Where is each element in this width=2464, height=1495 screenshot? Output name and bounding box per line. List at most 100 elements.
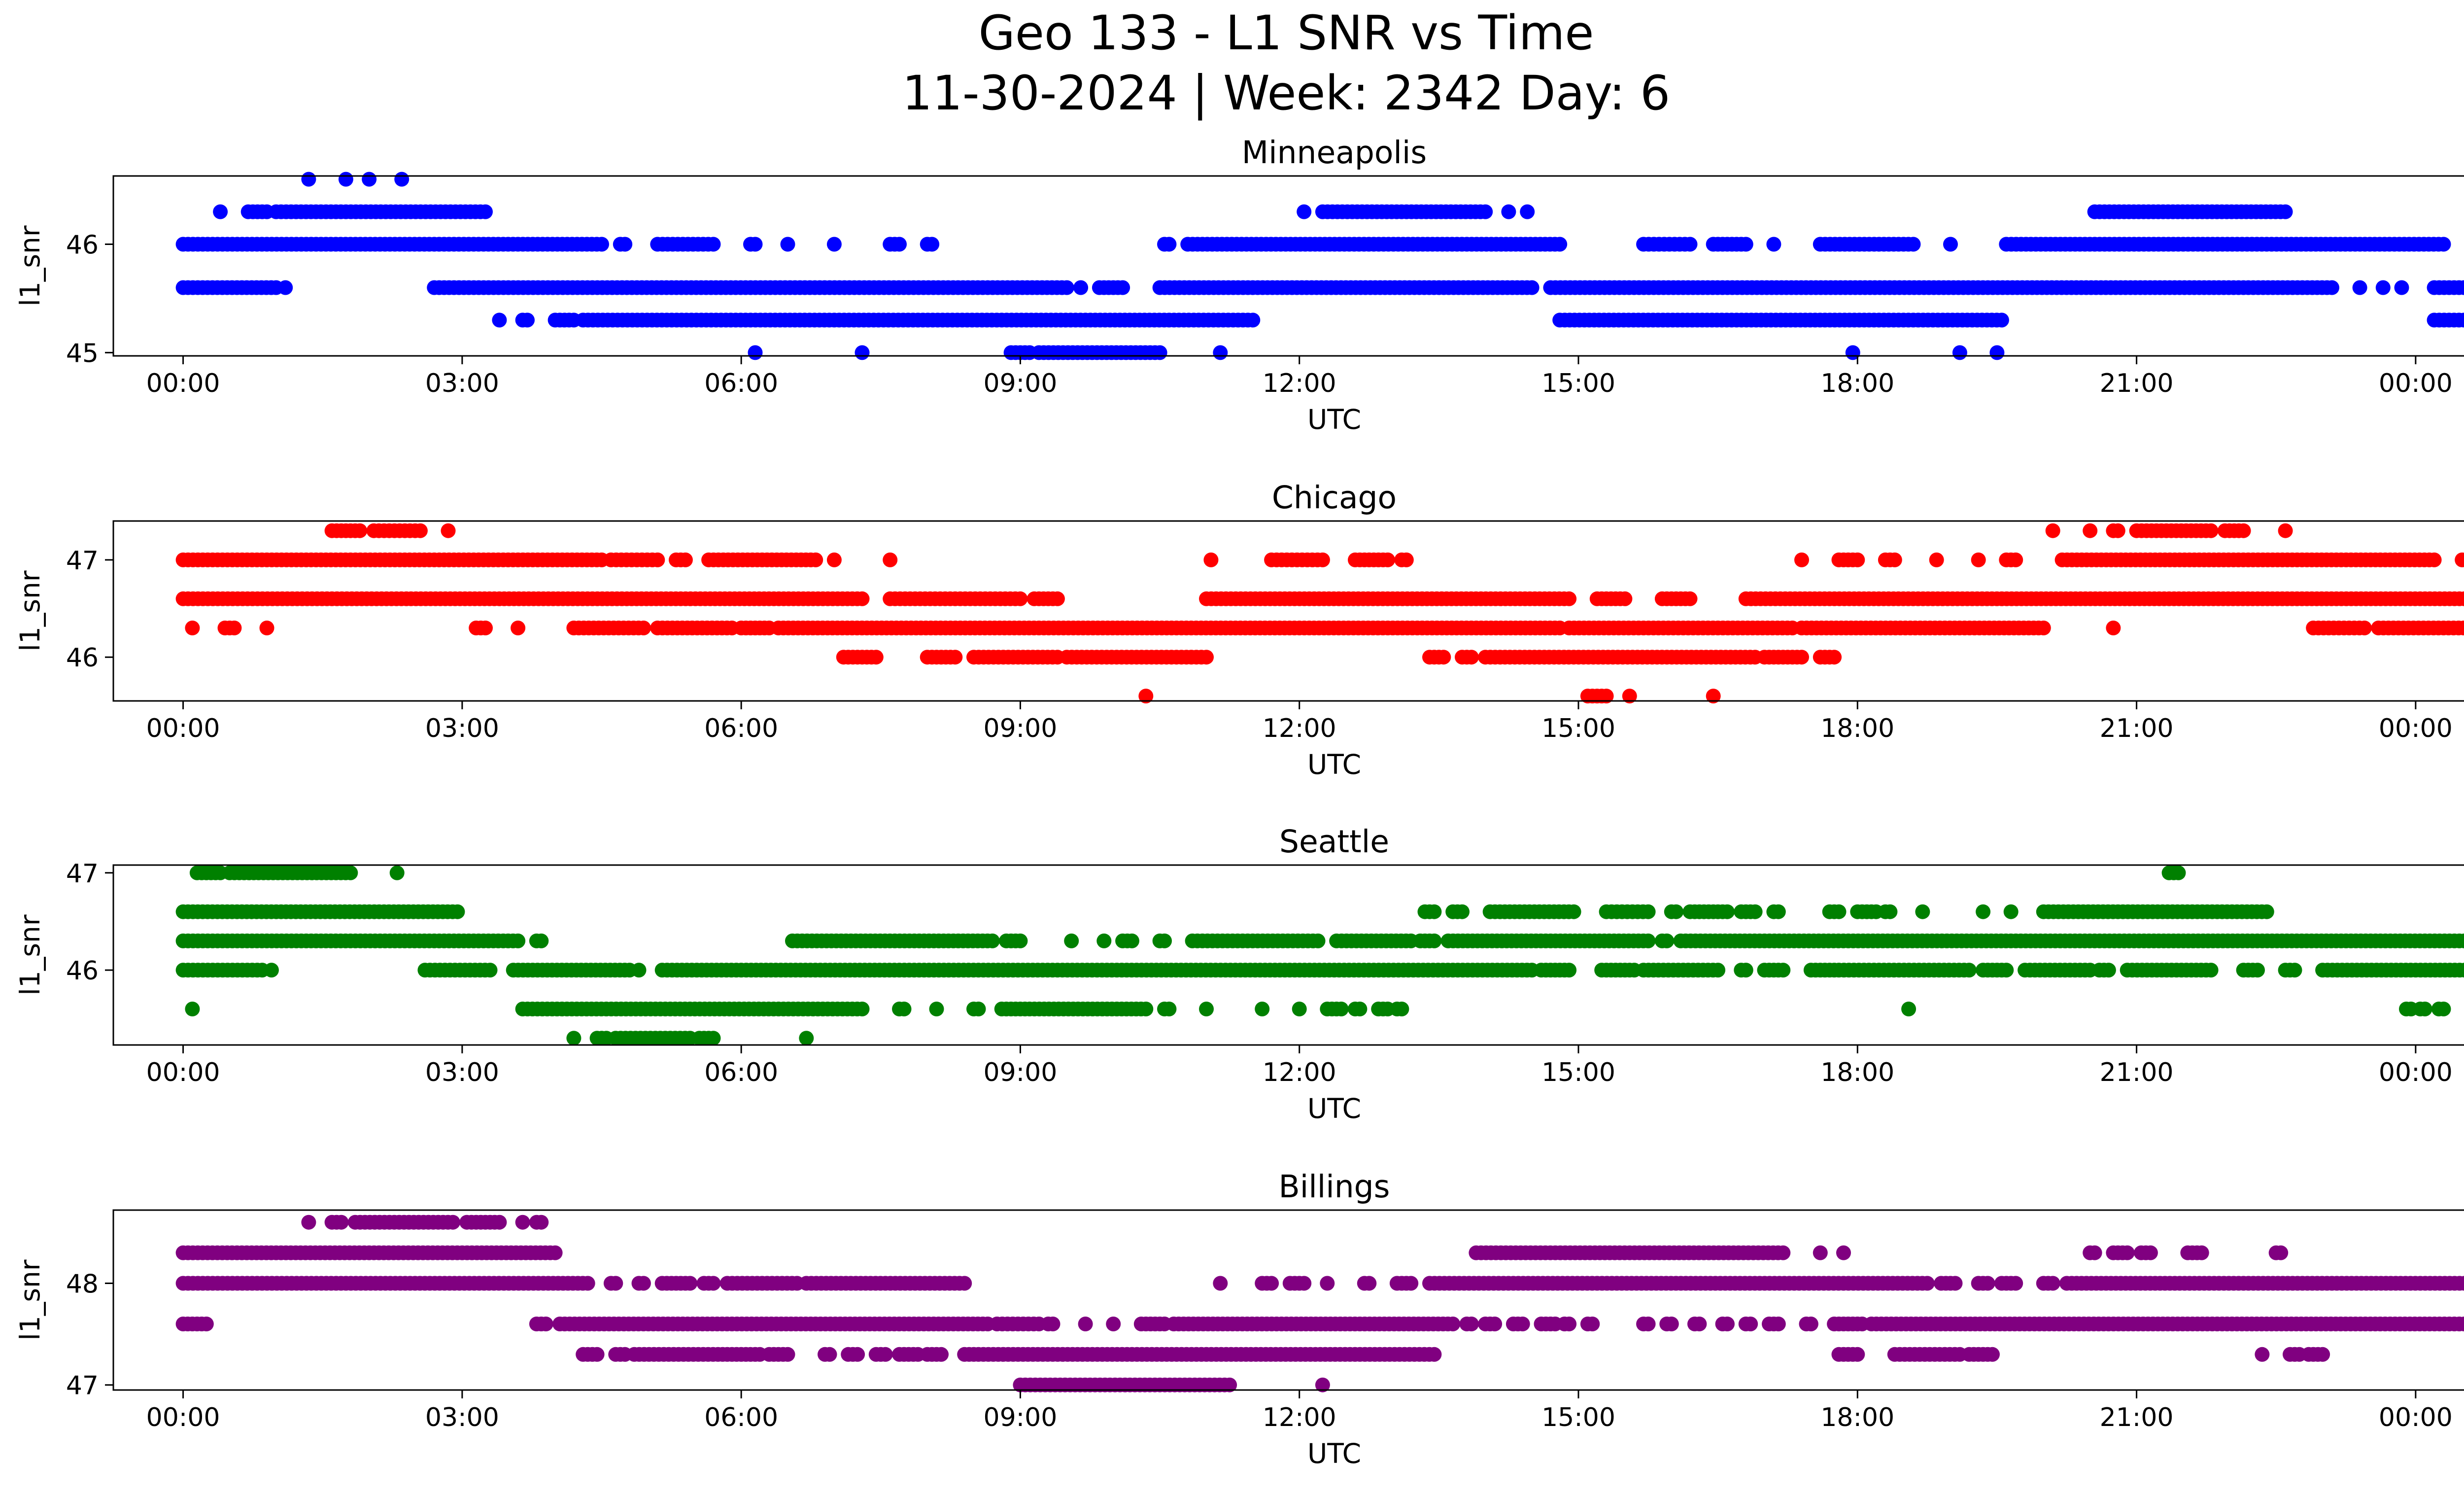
data-point	[511, 621, 526, 635]
data-point	[1599, 689, 1614, 704]
y-tick-label: 47	[66, 859, 99, 889]
data-point	[2457, 963, 2464, 978]
series-points	[175, 865, 2464, 1046]
data-point	[636, 621, 651, 635]
data-point	[706, 237, 721, 252]
data-point	[1162, 237, 1177, 252]
data-point	[1078, 1317, 1093, 1331]
data-point	[278, 280, 293, 295]
y-tick-label: 45	[66, 339, 99, 368]
data-point	[2036, 621, 2051, 635]
data-point	[2287, 963, 2302, 978]
axes-frame	[112, 1209, 2464, 1391]
data-point	[1664, 1317, 1679, 1331]
data-point	[1906, 237, 1921, 252]
data-point	[2101, 963, 2116, 978]
data-point	[1436, 650, 1451, 665]
data-point	[1659, 933, 1675, 948]
data-point	[1399, 552, 1414, 567]
data-point	[985, 933, 1000, 948]
data-point	[515, 1215, 530, 1230]
data-point	[2003, 904, 2019, 919]
data-point	[1989, 345, 2005, 360]
data-point	[1720, 1317, 1735, 1331]
data-point	[1310, 933, 1326, 948]
data-point	[1292, 1002, 1307, 1016]
data-point	[1138, 1002, 1154, 1016]
data-point	[2394, 280, 2409, 295]
data-point	[1045, 1317, 1061, 1331]
data-point	[2171, 865, 2186, 880]
x-axis: 00:00 03:00 06:00 09:00 12:00 15:00 18:00 21:00…	[146, 1390, 2453, 1432]
y-tick-label: 47	[66, 546, 99, 576]
data-point	[1394, 1002, 1409, 1016]
data-point	[1976, 904, 1991, 919]
data-point	[2427, 552, 2442, 567]
data-point	[594, 237, 609, 252]
subplot-title: Chicago	[1272, 480, 1397, 516]
data-point	[259, 621, 274, 635]
data-point	[2083, 523, 2098, 538]
data-point	[2120, 1245, 2135, 1260]
x-tick-label: 15:00	[1541, 714, 1615, 743]
series-points	[175, 523, 2464, 704]
data-point	[924, 237, 940, 252]
data-point	[1203, 552, 1219, 567]
data-point	[1929, 552, 1944, 567]
data-point	[1901, 1002, 1916, 1016]
data-point	[1948, 1276, 1963, 1291]
data-point	[1980, 1276, 1995, 1291]
data-point	[1320, 1276, 1335, 1291]
x-tick-label: 06:00	[704, 714, 778, 743]
x-tick-label: 09:00	[983, 1058, 1057, 1087]
data-point	[1794, 650, 1809, 665]
data-point	[957, 1276, 972, 1291]
data-point	[492, 313, 507, 328]
data-point	[2462, 593, 2464, 604]
series-points	[175, 1215, 2464, 1392]
data-point	[1334, 1002, 1349, 1016]
x-tick-label: 21:00	[2100, 1058, 2174, 1087]
x-tick-label: 12:00	[1263, 1058, 1336, 1087]
data-point	[394, 172, 410, 187]
data-point	[1641, 1317, 1656, 1331]
data-point	[1882, 904, 1898, 919]
data-point	[2278, 204, 2293, 219]
data-point	[1562, 591, 1577, 606]
data-point	[1520, 204, 1535, 219]
data-point	[1073, 280, 1089, 295]
x-tick-label: 06:00	[704, 369, 778, 398]
data-point	[1427, 933, 1442, 948]
x-tick-label: 03:00	[425, 1058, 499, 1087]
data-point	[1794, 552, 1809, 567]
data-point	[1013, 933, 1028, 948]
data-point	[482, 963, 498, 978]
data-point	[1915, 904, 1930, 919]
x-tick-label: 00:00	[2379, 1058, 2453, 1087]
data-point	[2008, 552, 2023, 567]
x-axis-label: UTC	[1307, 1093, 1361, 1124]
data-point	[1738, 963, 1753, 978]
data-point	[343, 865, 358, 880]
data-point	[631, 963, 647, 978]
data-point	[1013, 591, 1028, 606]
data-point	[412, 523, 428, 538]
y-axis-label: l1_snr	[14, 225, 46, 306]
data-point	[1245, 313, 1261, 328]
data-point	[1720, 904, 1735, 919]
data-point	[1213, 1276, 1228, 1291]
data-point	[1692, 1317, 1707, 1331]
data-point	[2457, 1317, 2464, 1331]
y-axis-label: l1_snr	[14, 914, 46, 995]
data-point	[1831, 904, 1847, 919]
data-point	[1115, 280, 1130, 295]
data-point	[2045, 1276, 2060, 1291]
data-point	[1669, 904, 1684, 919]
subplot-title: Billings	[1279, 1169, 1390, 1205]
axes-frame	[112, 175, 2464, 357]
data-point	[1297, 204, 1312, 219]
data-point	[1961, 963, 1977, 978]
